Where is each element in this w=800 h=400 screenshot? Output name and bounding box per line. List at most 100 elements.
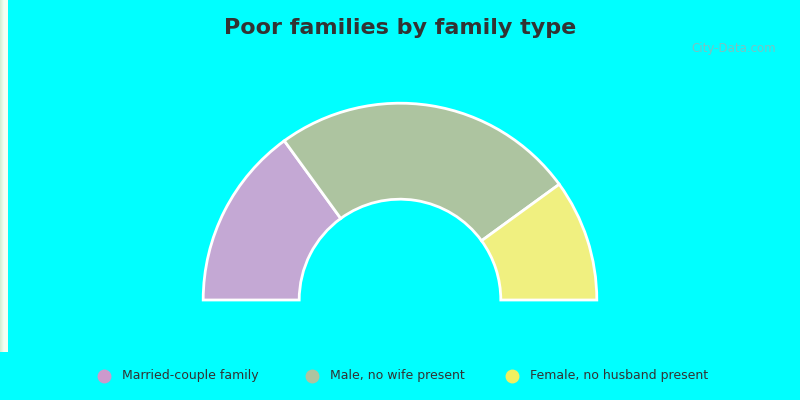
- Text: City-Data.com: City-Data.com: [691, 42, 776, 55]
- Bar: [4, 0, 8, 352]
- Bar: [2, 0, 6, 352]
- Bar: [2, 0, 6, 352]
- Bar: [2, 0, 6, 352]
- Bar: [1, 0, 5, 352]
- Wedge shape: [203, 141, 341, 300]
- Bar: [1, 0, 5, 352]
- Bar: [2, 0, 6, 352]
- Bar: [3, 0, 7, 352]
- Bar: [2, 0, 6, 352]
- Bar: [3, 0, 7, 352]
- Bar: [3, 0, 7, 352]
- Bar: [2, 0, 6, 352]
- Bar: [2, 0, 6, 352]
- Bar: [2, 0, 6, 352]
- Bar: [2, 0, 6, 352]
- Bar: [3, 0, 7, 352]
- Bar: [2, 0, 6, 352]
- Bar: [4, 0, 8, 352]
- Bar: [2, 0, 6, 352]
- Bar: [4, 0, 8, 352]
- Bar: [0, 0, 4, 352]
- Bar: [3, 0, 7, 352]
- Bar: [0, 0, 4, 352]
- Bar: [0, 0, 4, 352]
- Bar: [1, 0, 5, 352]
- Bar: [3, 0, 7, 352]
- Bar: [2, 0, 6, 352]
- Bar: [4, 0, 8, 352]
- Bar: [0, 0, 4, 352]
- Bar: [0, 0, 4, 352]
- Bar: [3, 0, 7, 352]
- Bar: [0, 0, 4, 352]
- Bar: [2, 0, 6, 352]
- Bar: [3, 0, 7, 352]
- Bar: [2, 0, 6, 352]
- Bar: [2, 0, 6, 352]
- Bar: [4, 0, 8, 352]
- Bar: [0, 0, 4, 352]
- Bar: [2, 0, 6, 352]
- Bar: [2, 0, 6, 352]
- Bar: [2, 0, 6, 352]
- Bar: [1, 0, 5, 352]
- Bar: [2, 0, 6, 352]
- Bar: [1, 0, 5, 352]
- Bar: [1, 0, 5, 352]
- Bar: [1, 0, 5, 352]
- Bar: [0, 0, 4, 352]
- Bar: [2, 0, 6, 352]
- Bar: [2, 0, 6, 352]
- Bar: [0, 0, 4, 352]
- Bar: [1, 0, 5, 352]
- Bar: [1, 0, 5, 352]
- Bar: [0, 0, 4, 352]
- Bar: [2, 0, 6, 352]
- Bar: [1, 0, 5, 352]
- Bar: [3, 0, 7, 352]
- Bar: [0, 0, 4, 352]
- Bar: [2, 0, 6, 352]
- Bar: [2, 0, 6, 352]
- Bar: [1, 0, 5, 352]
- Bar: [2, 0, 6, 352]
- Bar: [1, 0, 5, 352]
- Bar: [0, 0, 4, 352]
- Bar: [4, 0, 8, 352]
- Bar: [1, 0, 5, 352]
- Bar: [2, 0, 6, 352]
- Bar: [2, 0, 6, 352]
- Bar: [2, 0, 6, 352]
- Bar: [2, 0, 6, 352]
- Bar: [0, 0, 4, 352]
- Bar: [3, 0, 7, 352]
- Text: Female, no husband present: Female, no husband present: [530, 370, 708, 382]
- Bar: [3, 0, 7, 352]
- Bar: [3, 0, 7, 352]
- Bar: [1, 0, 5, 352]
- Bar: [2, 0, 6, 352]
- Bar: [3, 0, 7, 352]
- Bar: [2, 0, 6, 352]
- Bar: [2, 0, 6, 352]
- Bar: [1, 0, 5, 352]
- Bar: [0, 0, 4, 352]
- Bar: [2, 0, 6, 352]
- Bar: [4, 0, 8, 352]
- Bar: [3, 0, 7, 352]
- Bar: [2, 0, 6, 352]
- Bar: [4, 0, 8, 352]
- Bar: [3, 0, 7, 352]
- Bar: [2, 0, 6, 352]
- Bar: [2, 0, 6, 352]
- Bar: [1, 0, 5, 352]
- Bar: [2, 0, 6, 352]
- Bar: [2, 0, 6, 352]
- Bar: [4, 0, 8, 352]
- Bar: [3, 0, 7, 352]
- Bar: [1, 0, 5, 352]
- Bar: [0, 0, 5, 352]
- Bar: [1, 0, 5, 352]
- Bar: [2, 0, 6, 352]
